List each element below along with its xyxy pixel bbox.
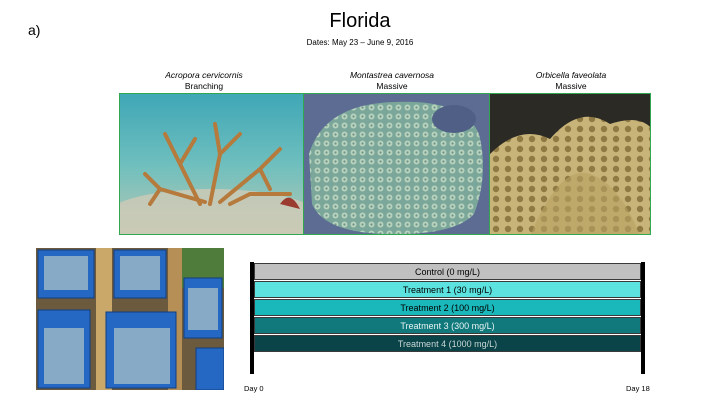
coral-caption-acropora: Acropora cervicornis Branching (112, 70, 296, 92)
morphology-label: Branching (184, 81, 224, 91)
treatment-bar-3: Treatment 3 (300 mg/L) (254, 317, 641, 334)
day-end-label: Day 18 (626, 384, 650, 393)
dates-subtitle: Dates: May 23 – June 9, 2016 (306, 38, 414, 47)
species-name: Acropora cervicornis (165, 70, 243, 80)
coral-caption-montastrea: Montastrea cavernosa Massive (300, 70, 484, 92)
treatment-bar-1: Treatment 1 (30 mg/L) (254, 281, 641, 298)
photo-montastrea (303, 93, 490, 235)
photo-orbicella (489, 93, 651, 235)
timeline-start-tick (250, 262, 254, 374)
morphology-label: Massive (376, 81, 408, 91)
species-name: Orbicella faveolata (535, 70, 607, 80)
photo-experimental-tanks (36, 248, 224, 390)
timeline-end-tick (641, 262, 645, 374)
treatment-timeline: Control (0 mg/L) Treatment 1 (30 mg/L) T… (244, 262, 650, 393)
photo-acropora (119, 93, 304, 235)
coral-caption-orbicella: Orbicella faveolata Massive (479, 70, 663, 92)
treatment-bar-2: Treatment 2 (100 mg/L) (254, 299, 641, 316)
treatment-bar-4: Treatment 4 (1000 mg/L) (254, 335, 641, 352)
species-name: Montastrea cavernosa (349, 70, 435, 80)
figure-title: Florida (329, 10, 391, 32)
day-start-label: Day 0 (244, 384, 264, 393)
panel-label: a) (28, 22, 41, 38)
morphology-label: Massive (555, 81, 587, 91)
treatment-bar-control: Control (0 mg/L) (254, 263, 641, 280)
